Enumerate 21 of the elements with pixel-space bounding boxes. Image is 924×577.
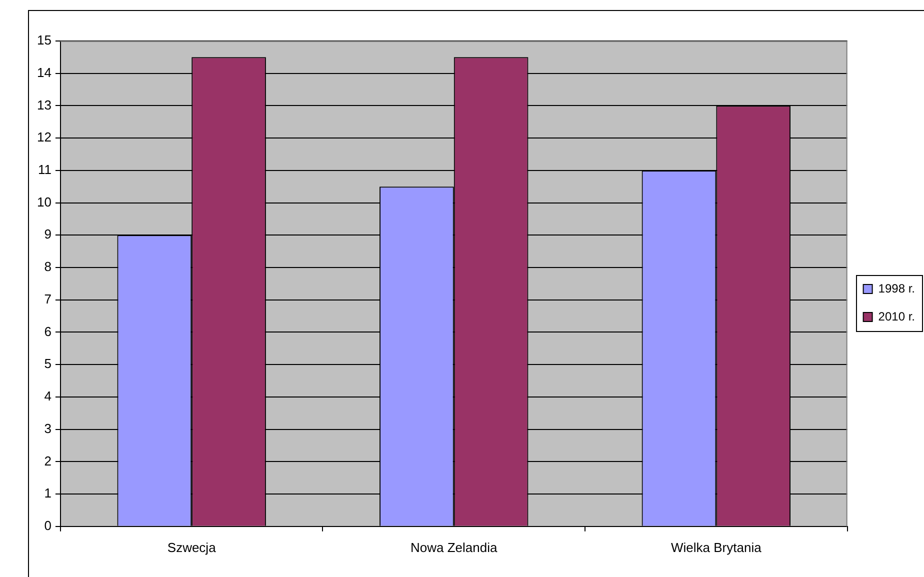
y-tick-label: 2 [44,453,52,468]
y-tick-label: 7 [44,291,52,306]
legend-label: 1998 r. [878,281,916,296]
y-tick-label: 3 [44,420,52,436]
y-tick-label: 6 [44,324,52,339]
y-tick-label: 8 [44,259,52,274]
x-tick-label: Nowa Zelandia [410,540,498,555]
y-tick-label: 10 [36,194,52,210]
y-tick-label: 15 [36,32,52,48]
y-tick-label: 0 [44,518,52,533]
y-tick-label: 14 [36,64,52,80]
y-tick-label: 13 [36,97,52,112]
y-tick-label: 12 [36,130,52,145]
y-tick-label: 1 [44,486,52,501]
y-tick-label: 9 [44,226,52,242]
x-tick-label: Wielka Brytania [671,540,762,555]
y-tick-label: 11 [38,162,52,178]
legend-label: 2010 r. [878,309,916,324]
y-tick-label: 5 [44,356,52,372]
x-tick-label: Szwecja [167,540,217,555]
y-tick-label: 4 [44,388,52,404]
